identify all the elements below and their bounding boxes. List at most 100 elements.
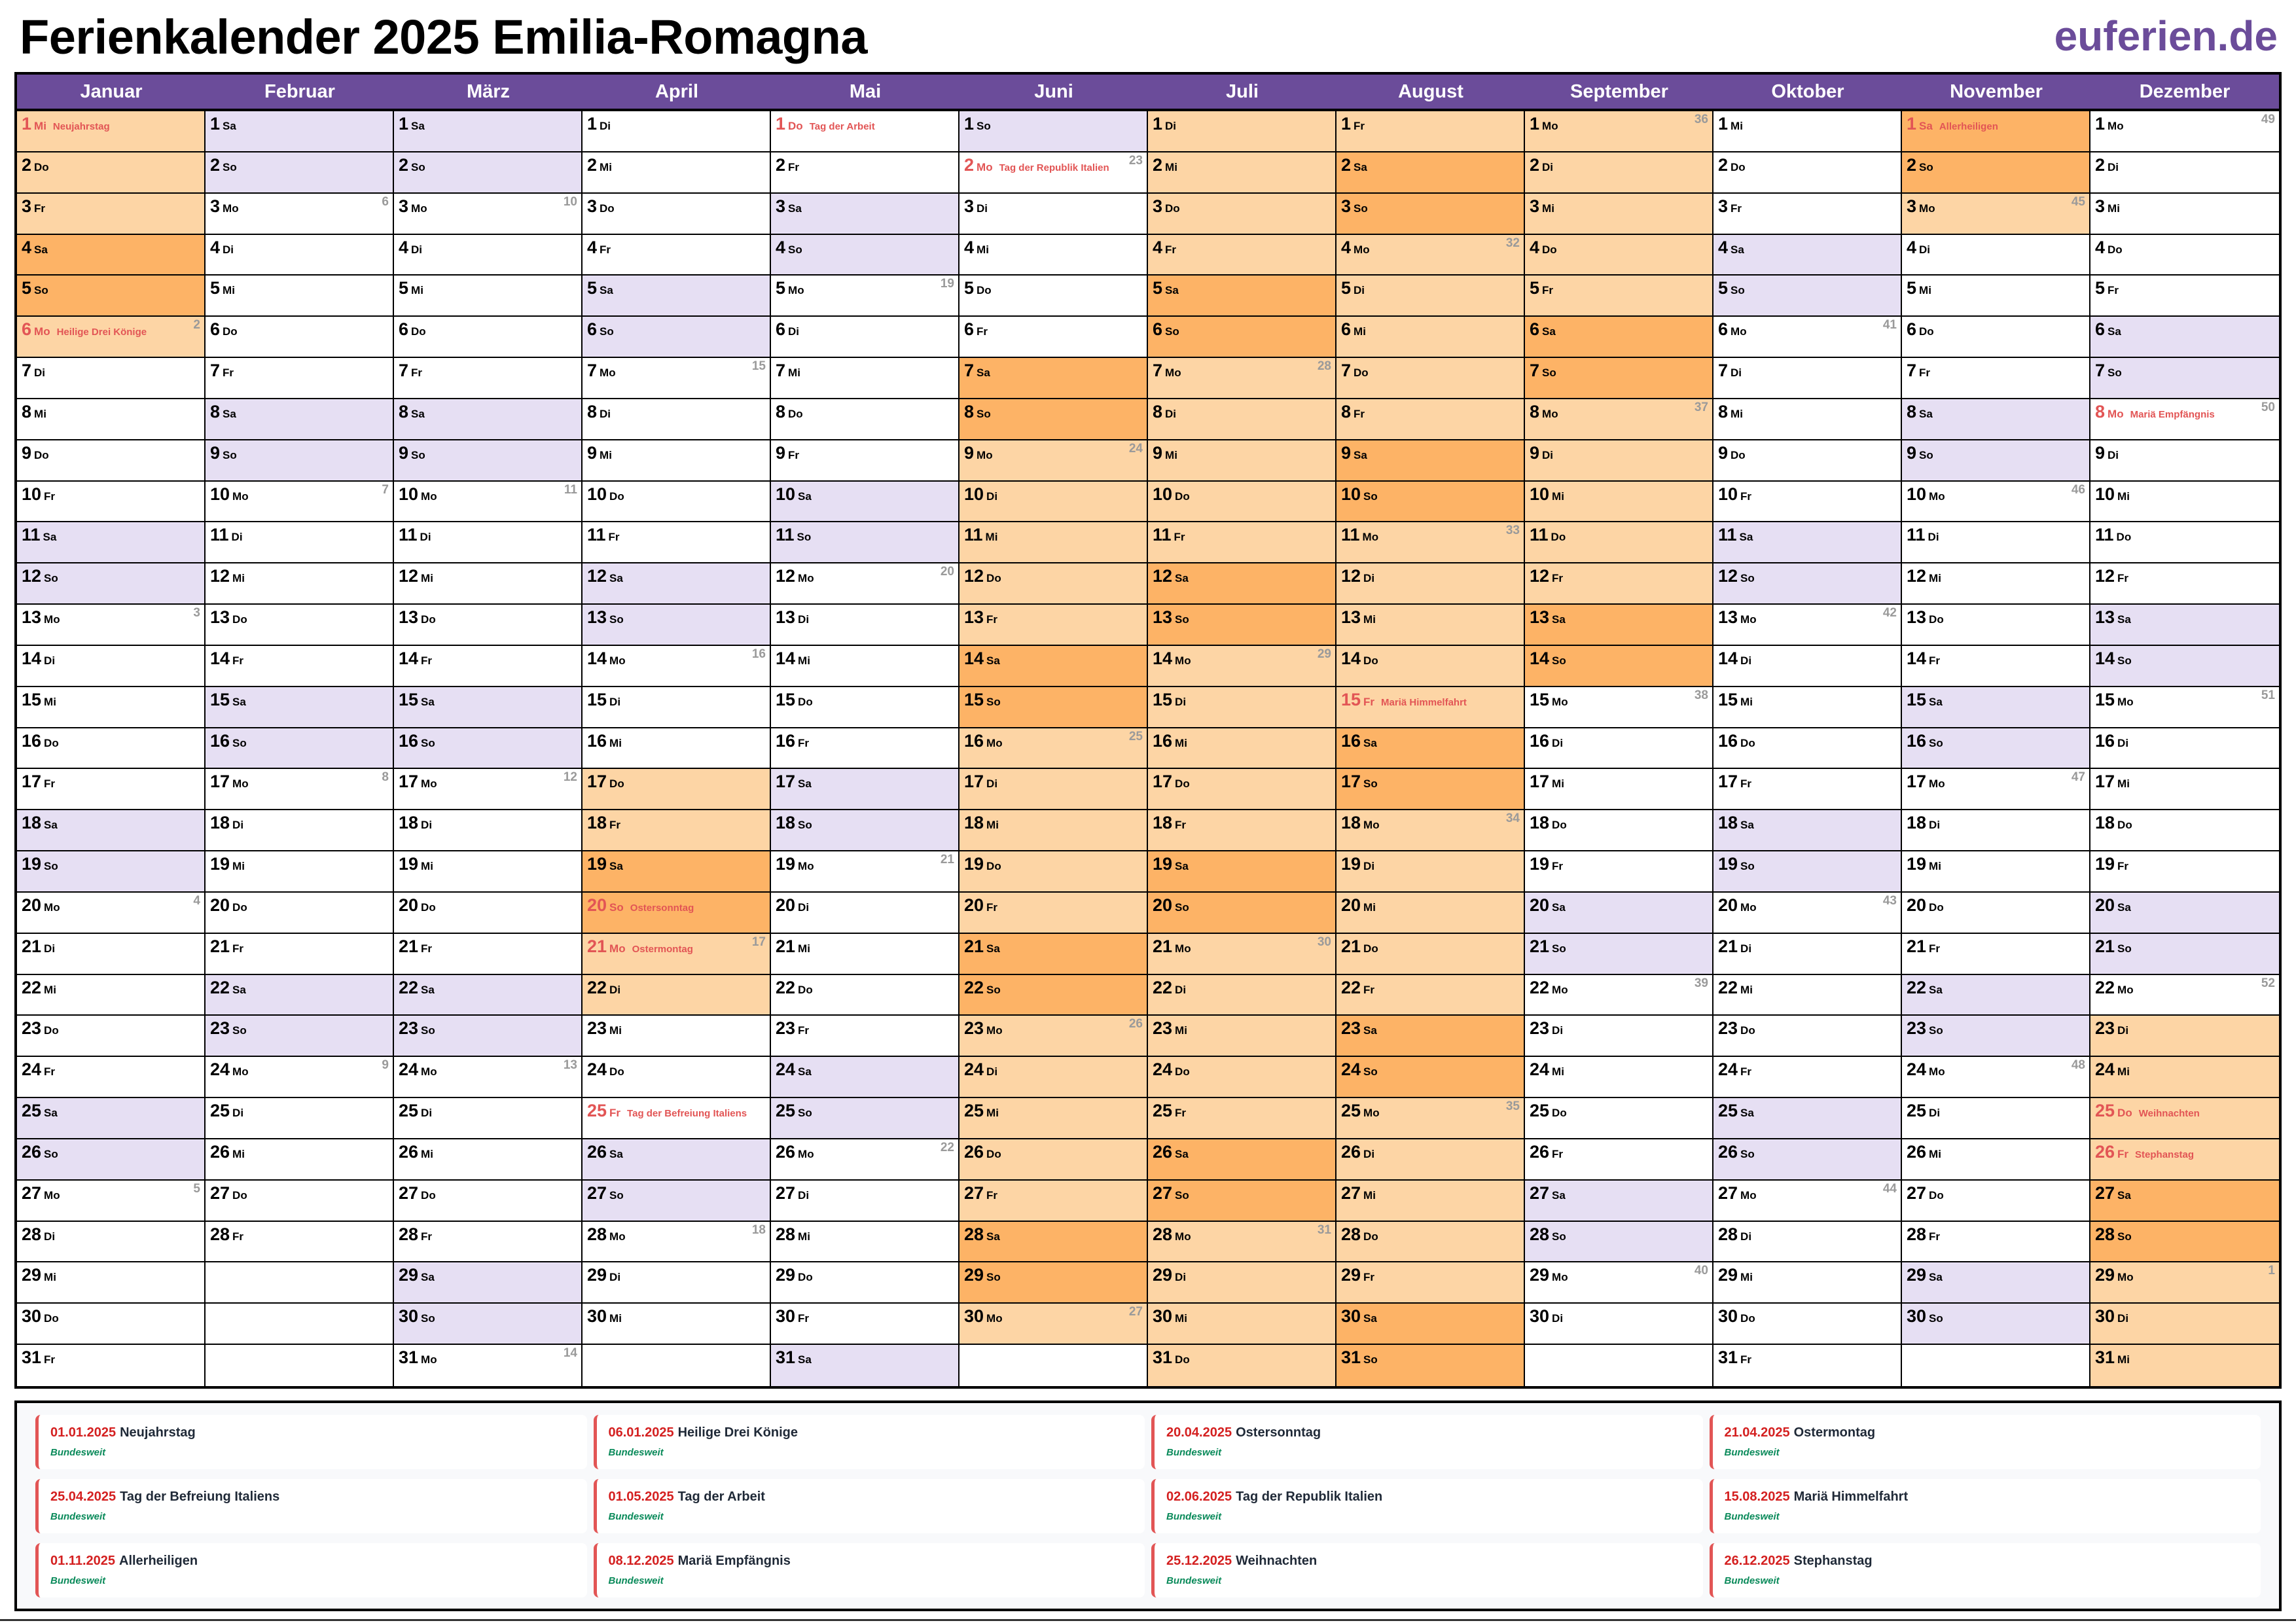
day-cell[interactable]: 13 Di <box>771 605 960 646</box>
day-cell[interactable]: 22 Sa <box>1902 974 2090 1016</box>
day-cell[interactable]: 10 Do <box>583 481 771 523</box>
day-cell[interactable]: 31 Mi <box>2090 1345 2279 1386</box>
day-cell[interactable]: 29 Di <box>1148 1262 1336 1304</box>
day-cell[interactable]: 27 Do <box>206 1180 394 1222</box>
day-cell[interactable]: 11 Sa <box>17 522 206 564</box>
day-cell[interactable]: 10 Di <box>960 481 1148 523</box>
day-cell[interactable]: 26 Di <box>1336 1139 1525 1181</box>
day-cell[interactable]: 5 Di <box>1336 276 1525 317</box>
day-cell[interactable]: 13 Do <box>394 605 583 646</box>
day-cell[interactable]: 31 Mo 14 <box>394 1345 583 1386</box>
day-cell[interactable]: 17 Do <box>583 769 771 811</box>
holiday-cell[interactable]: 2 Mo Tag der Republik Italien 23 <box>960 152 1148 194</box>
holiday-cell[interactable]: 25 Fr Tag der Befreiung Italiens <box>583 1098 771 1139</box>
day-cell[interactable]: 22 Di <box>1148 974 1336 1016</box>
day-cell[interactable]: 29 Di <box>583 1262 771 1304</box>
holiday-cell[interactable]: 20 So Ostersonntag <box>583 892 771 934</box>
day-cell[interactable]: 25 Di <box>1902 1098 2090 1139</box>
day-cell[interactable]: 27 Do <box>1902 1180 2090 1222</box>
day-cell[interactable]: 19 Mi <box>206 851 394 893</box>
day-cell[interactable]: 9 Mi <box>1148 440 1336 482</box>
day-cell[interactable]: 12 Fr <box>2090 563 2279 605</box>
day-cell[interactable]: 1 So <box>960 111 1148 152</box>
day-cell[interactable]: 17 Sa <box>771 769 960 811</box>
holiday-cell[interactable]: 1 Sa Allerheiligen <box>1902 111 2090 152</box>
day-cell[interactable]: 4 Do <box>2090 235 2279 276</box>
day-cell[interactable]: 11 Mo 33 <box>1336 522 1525 564</box>
day-cell[interactable]: 28 Mo 31 <box>1148 1221 1336 1263</box>
day-cell[interactable]: 30 Mi <box>583 1304 771 1346</box>
day-cell[interactable]: 9 So <box>394 440 583 482</box>
day-cell[interactable]: 3 Mi <box>1525 193 1713 235</box>
day-cell[interactable]: 16 Di <box>2090 728 2279 770</box>
day-cell[interactable]: 21 Fr <box>394 933 583 975</box>
day-cell[interactable]: 12 Sa <box>583 563 771 605</box>
day-cell[interactable]: 29 Mo 40 <box>1525 1262 1713 1304</box>
day-cell[interactable]: 11 Fr <box>1148 522 1336 564</box>
day-cell[interactable]: 6 Fr <box>960 317 1148 359</box>
day-cell[interactable]: 12 Do <box>960 563 1148 605</box>
day-cell[interactable]: 18 Di <box>206 810 394 852</box>
day-cell[interactable]: 1 Di <box>1148 111 1336 152</box>
day-cell[interactable]: 7 Di <box>17 358 206 399</box>
day-cell[interactable]: 9 Di <box>2090 440 2279 482</box>
day-cell[interactable]: 10 Fr <box>17 481 206 523</box>
day-cell[interactable]: 30 Mo 27 <box>960 1304 1148 1346</box>
day-cell[interactable]: 26 Mi <box>206 1139 394 1181</box>
day-cell[interactable]: 13 Mo 42 <box>1713 605 1902 646</box>
day-cell[interactable]: 29 Mo 1 <box>2090 1262 2279 1304</box>
day-cell[interactable]: 17 Fr <box>1713 769 1902 811</box>
day-cell[interactable]: 18 Do <box>1525 810 1713 852</box>
day-cell[interactable]: 4 Di <box>394 234 583 276</box>
brand-logo[interactable]: euferien.de <box>2054 12 2278 60</box>
day-cell[interactable]: 3 Di <box>960 193 1148 235</box>
day-cell[interactable]: 10 Mi <box>1525 481 1713 523</box>
day-cell[interactable]: 5 Fr <box>2090 276 2279 317</box>
day-cell[interactable]: 3 Mo 10 <box>394 193 583 235</box>
day-cell[interactable]: 14 Do <box>1336 645 1525 687</box>
day-cell[interactable]: 28 Fr <box>1902 1221 2090 1263</box>
day-cell[interactable]: 17 Fr <box>17 769 206 811</box>
day-cell[interactable]: 1 Di <box>583 111 771 152</box>
day-cell[interactable]: 22 Mi <box>17 974 206 1016</box>
day-cell[interactable]: 30 Do <box>1713 1304 1902 1346</box>
day-cell[interactable]: 17 Mi <box>2090 769 2279 811</box>
day-cell[interactable]: 16 Di <box>1525 728 1713 770</box>
day-cell[interactable]: 7 Fr <box>394 358 583 399</box>
holiday-cell[interactable]: 1 Mi Neujahrstag <box>17 111 206 152</box>
day-cell[interactable]: 5 Mi <box>1902 276 2090 317</box>
day-cell[interactable]: 1 Sa <box>394 111 583 152</box>
day-cell[interactable]: 20 Do <box>206 892 394 934</box>
day-cell[interactable]: 20 So <box>1148 892 1336 934</box>
day-cell[interactable]: 21 Fr <box>1902 933 2090 975</box>
day-cell[interactable]: 24 Mi <box>1525 1057 1713 1099</box>
day-cell[interactable]: 13 Sa <box>1525 605 1713 646</box>
day-cell[interactable]: 25 Do <box>1525 1098 1713 1139</box>
day-cell[interactable]: 24 Do <box>583 1057 771 1099</box>
day-cell[interactable]: 6 Di <box>771 317 960 359</box>
day-cell[interactable]: 22 Fr <box>1336 974 1525 1016</box>
day-cell[interactable]: 14 Fr <box>206 645 394 687</box>
day-cell[interactable]: 10 Fr <box>1713 481 1902 523</box>
day-cell[interactable]: 25 Di <box>206 1098 394 1139</box>
day-cell[interactable]: 22 Mi <box>1713 974 1902 1016</box>
day-cell[interactable]: 10 Mi <box>2090 482 2279 523</box>
day-cell[interactable]: 23 Sa <box>1336 1016 1525 1058</box>
day-cell[interactable]: 2 Mi <box>583 152 771 194</box>
day-cell[interactable]: 6 Do <box>394 317 583 359</box>
day-cell[interactable]: 18 Mo 34 <box>1336 810 1525 852</box>
day-cell[interactable]: 24 So <box>1336 1057 1525 1099</box>
day-cell[interactable]: 10 Sa <box>771 481 960 523</box>
day-cell[interactable]: 1 Mo 36 <box>1525 111 1713 152</box>
day-cell[interactable]: 21 Di <box>17 933 206 975</box>
day-cell[interactable]: 16 Mi <box>583 728 771 770</box>
day-cell[interactable]: 24 Mo 13 <box>394 1057 583 1099</box>
day-cell[interactable]: 5 Mo 19 <box>771 276 960 317</box>
day-cell[interactable]: 14 Mi <box>771 645 960 687</box>
day-cell[interactable]: 30 So <box>394 1304 583 1346</box>
day-cell[interactable]: 31 Fr <box>17 1345 206 1386</box>
day-cell[interactable]: 18 Fr <box>1148 810 1336 852</box>
day-cell[interactable]: 16 Mo 25 <box>960 728 1148 770</box>
day-cell[interactable]: 21 So <box>2090 933 2279 975</box>
day-cell[interactable]: 2 Fr <box>771 152 960 194</box>
